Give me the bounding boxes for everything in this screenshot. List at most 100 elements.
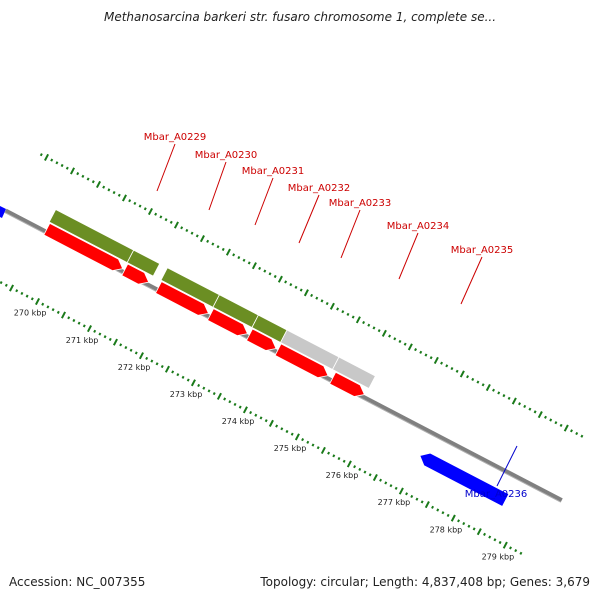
minor-tick [41, 302, 45, 306]
tick-label-275: 275 kbp [274, 444, 307, 453]
minor-tick [129, 348, 133, 352]
minor-tick [368, 473, 372, 477]
major-tick [459, 370, 465, 378]
major-tick [86, 325, 92, 333]
minor-tick [290, 432, 294, 436]
minor-tick [50, 158, 54, 162]
minor-tick [145, 356, 149, 360]
partial-reverse-arrow [0, 206, 6, 218]
minor-tick [372, 326, 376, 330]
major-tick [424, 501, 430, 509]
minor-tick [351, 315, 355, 319]
minor-tick [549, 418, 553, 422]
minor-tick [238, 405, 242, 409]
minor-tick [268, 272, 272, 276]
minor-tick [455, 369, 459, 373]
minor-tick [171, 370, 175, 374]
minor-tick [197, 383, 201, 388]
minor-tick [211, 242, 215, 246]
cds-arrow-Mbar_A0235 [329, 371, 365, 397]
minor-tick [559, 423, 563, 427]
tick-label-279: 279 kbp [482, 552, 515, 561]
gene-label-Mbar_A0232[interactable]: Mbar_A0232 [288, 183, 351, 194]
minor-tick [488, 535, 492, 539]
minor-tick [102, 185, 106, 189]
minor-tick [306, 440, 310, 444]
minor-tick [320, 299, 324, 303]
minor-tick [51, 308, 55, 312]
minor-tick [316, 446, 320, 450]
minor-tick [0, 281, 3, 285]
major-tick [303, 289, 309, 297]
gene-label-Mbar_A0235[interactable]: Mbar_A0235 [451, 245, 514, 256]
minor-tick [436, 508, 440, 512]
minor-tick [159, 215, 163, 219]
minor-tick [128, 199, 132, 203]
minor-tick [580, 434, 584, 438]
minor-tick [76, 172, 80, 176]
minor-tick [206, 239, 210, 243]
major-tick [242, 406, 248, 414]
minor-tick [497, 391, 501, 395]
minor-tick [301, 438, 305, 442]
minor-tick [81, 174, 85, 178]
minor-tick [258, 266, 262, 270]
minor-tick [185, 228, 189, 233]
minor-tick [519, 551, 523, 555]
tick-label-270: 270 kbp [14, 309, 47, 318]
minor-tick [264, 419, 268, 423]
minor-tick [39, 153, 43, 157]
minor-tick [202, 386, 206, 390]
leader-line-Mbar_A0234 [398, 232, 419, 280]
major-tick [60, 311, 67, 319]
minor-tick [310, 293, 314, 298]
minor-tick [299, 288, 303, 292]
minor-tick [284, 280, 288, 284]
minor-tick [143, 207, 147, 211]
minor-tick [98, 332, 102, 336]
minor-tick [280, 427, 284, 431]
minor-tick [65, 166, 69, 170]
minor-tick [263, 269, 267, 273]
gene-label-Mbar_A0229[interactable]: Mbar_A0229 [144, 132, 207, 143]
major-tick [294, 433, 300, 441]
minor-tick [377, 329, 381, 333]
minor-tick [133, 201, 137, 205]
gene-label-Mbar_A0233[interactable]: Mbar_A0233 [329, 198, 392, 209]
minor-tick [108, 337, 112, 342]
minor-tick [410, 494, 414, 499]
minor-tick [237, 255, 241, 260]
accession-text: Accession: NC_007355 [9, 575, 146, 589]
minor-tick [325, 302, 329, 306]
minor-tick [429, 356, 433, 360]
minor-tick [472, 527, 476, 531]
minor-tick [195, 234, 199, 238]
gene-label-Mbar_A0230[interactable]: Mbar_A0230 [195, 150, 258, 161]
minor-tick [471, 377, 475, 381]
minor-tick [481, 383, 485, 387]
minor-tick [181, 375, 185, 379]
minor-tick [93, 329, 97, 333]
major-tick [95, 180, 101, 189]
minor-tick [119, 343, 123, 347]
minor-tick [441, 511, 445, 515]
minor-tick [342, 459, 346, 463]
minor-tick [212, 392, 216, 396]
minor-tick [332, 454, 336, 458]
tick-label-272: 272 kbp [118, 363, 151, 372]
minor-tick [362, 320, 366, 325]
major-tick [268, 419, 274, 427]
minor-tick [275, 424, 279, 428]
minor-tick [55, 161, 59, 165]
minor-tick [112, 191, 116, 195]
leader-line-Mbar_A0232 [298, 194, 320, 244]
minor-tick [160, 364, 164, 369]
tick-label-278: 278 kbp [430, 525, 463, 534]
minor-tick [498, 540, 502, 545]
minor-tick [249, 410, 253, 415]
minor-tick [294, 285, 298, 289]
gene-label-Mbar_A0231[interactable]: Mbar_A0231 [242, 166, 305, 177]
gene-label-Mbar_A0234[interactable]: Mbar_A0234 [387, 221, 450, 232]
leader-line-Mbar_A0236 [496, 445, 518, 487]
gene-label-Mbar_A0236[interactable]: Mbar_A0236 [465, 489, 528, 500]
